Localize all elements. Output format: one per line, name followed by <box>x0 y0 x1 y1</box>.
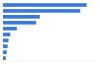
bar <box>3 21 36 25</box>
bar <box>3 50 7 54</box>
bars <box>3 3 87 60</box>
bar <box>3 56 6 60</box>
bar <box>3 27 17 31</box>
bar <box>3 9 80 13</box>
bar <box>3 33 10 37</box>
bar <box>3 3 87 7</box>
chart <box>0 0 100 71</box>
chart-container <box>0 0 100 71</box>
bar <box>3 15 40 19</box>
bar <box>3 44 8 48</box>
bar <box>3 39 9 43</box>
x-axis-line <box>3 61 95 62</box>
